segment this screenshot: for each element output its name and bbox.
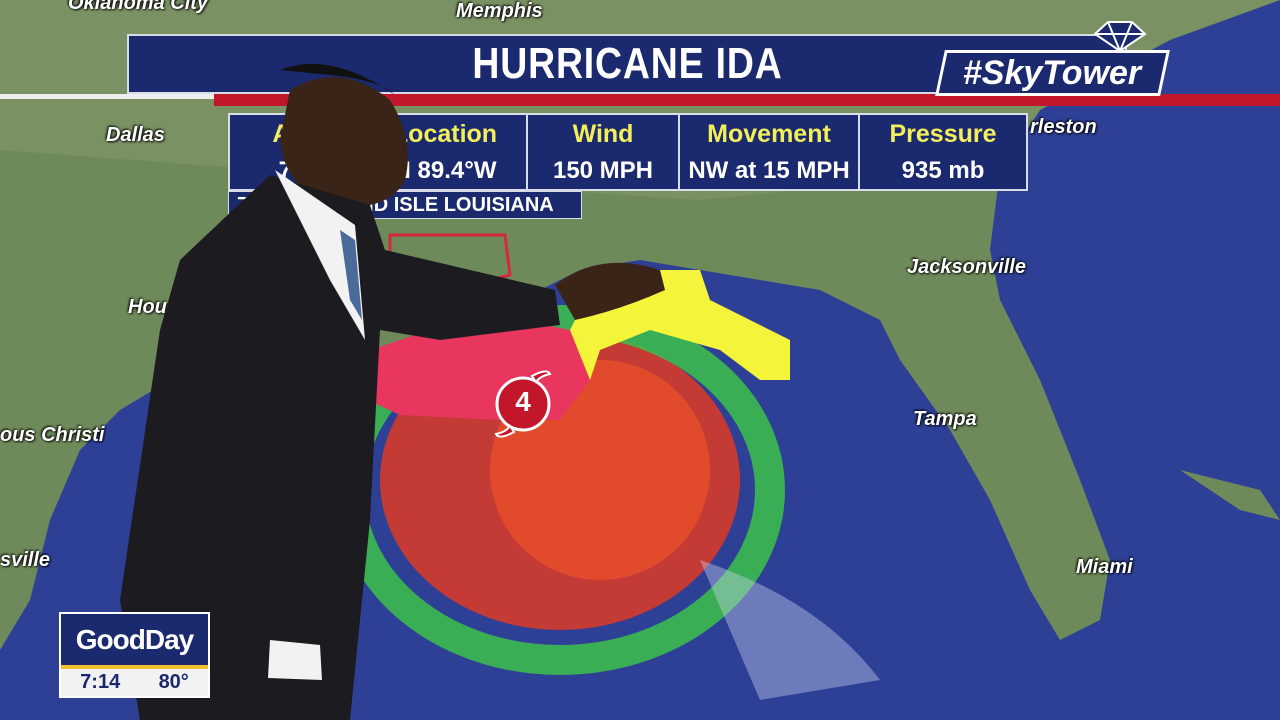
- clock: 7:14: [80, 671, 121, 693]
- stat-pressure: Pressure 935 mb: [889, 119, 997, 184]
- temperature: 80°: [158, 671, 189, 693]
- skytower-logo: #SkyTower: [935, 50, 1170, 96]
- divider: [0, 94, 214, 99]
- tower-logo-icon: [1093, 21, 1147, 52]
- city-label: Tampa: [913, 408, 977, 430]
- city-label: rleston: [1030, 116, 1097, 138]
- city-label: Hou: [128, 296, 167, 318]
- city-label: Oklahoma City: [68, 0, 209, 14]
- city-label: Dallas: [106, 124, 165, 146]
- stat-advisory: Adv 7:0: [230, 115, 364, 189]
- accent-bar: [214, 94, 1280, 106]
- page-title: HURRICANE IDA: [471, 39, 783, 88]
- stat-wind: Wind 150 MPH: [528, 115, 680, 189]
- stat-movement: Movement NW at 15 MPH: [680, 115, 860, 189]
- location-note: 7 ND ISLE LOUISIANA: [228, 191, 582, 219]
- hurricane-category-icon: 4: [492, 366, 554, 440]
- storm-stats-panel: Adv 7:0 Location N 89.4°W Wind 150 MPH Move…: [228, 113, 1028, 191]
- show-logo: GoodDay: [61, 614, 208, 669]
- city-label: Jacksonville: [907, 256, 1026, 278]
- stat-location: Location N 89.4°W: [364, 115, 528, 189]
- city-label: ous Christi: [0, 424, 105, 446]
- city-label: Memphis: [456, 0, 543, 22]
- city-label: Miami: [1076, 556, 1133, 578]
- goodday-bug: GoodDay 7:14 80°: [59, 612, 210, 698]
- hurricane-category: 4: [515, 386, 531, 417]
- city-label: sville: [0, 549, 51, 571]
